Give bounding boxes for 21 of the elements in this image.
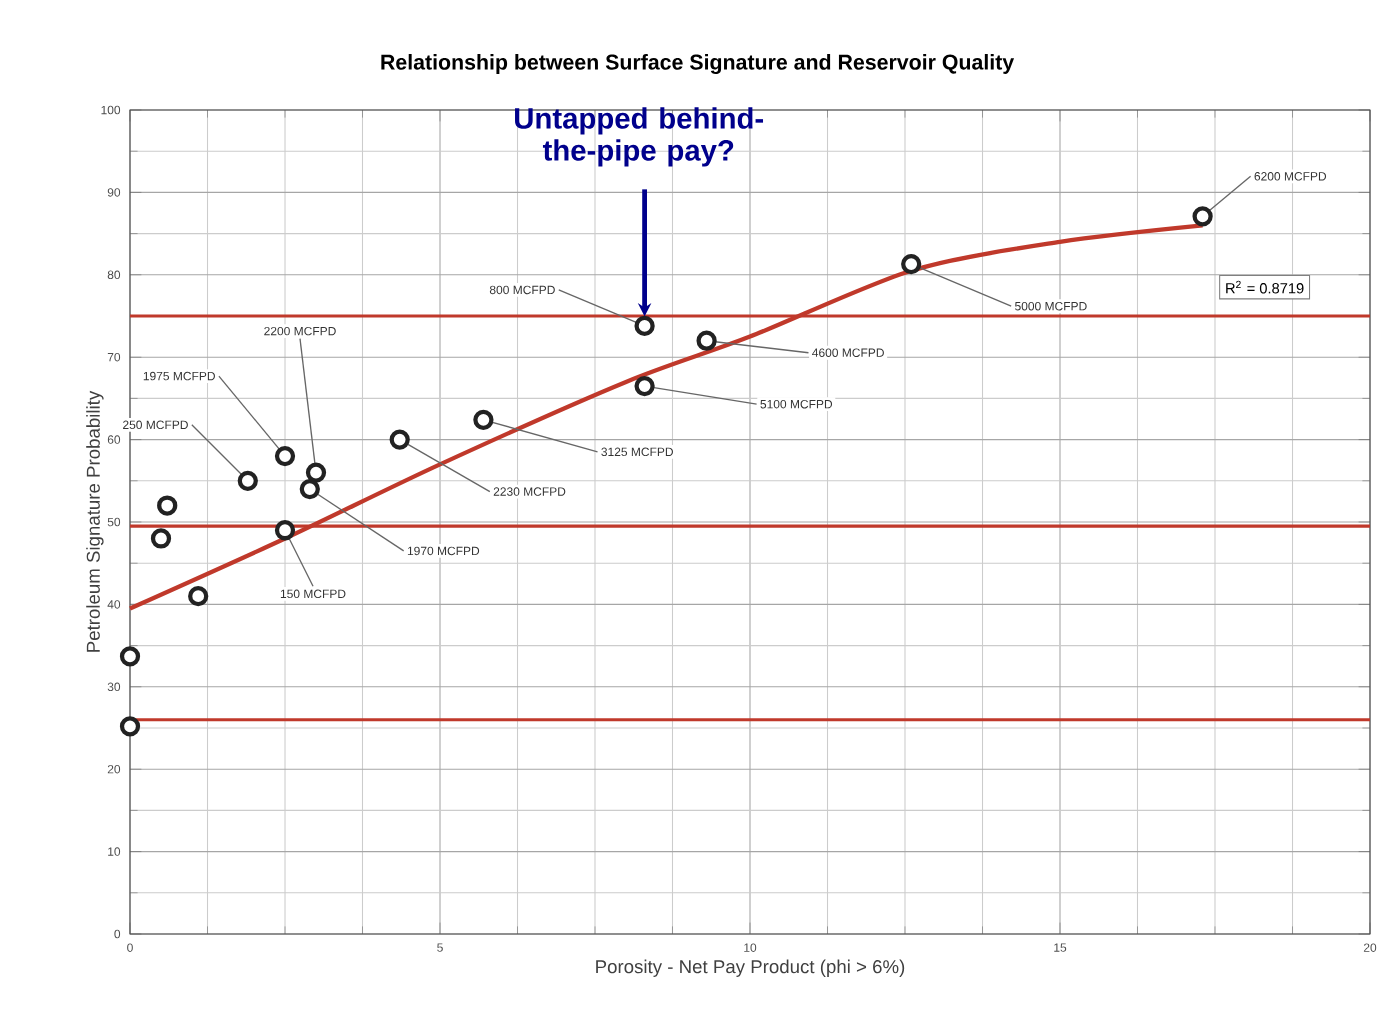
point — [305, 462, 327, 483]
point — [901, 253, 922, 275]
point — [1192, 206, 1213, 227]
annotation: Untapped behind-the-pipe pay? — [515, 107, 764, 167]
point — [634, 315, 655, 337]
point — [157, 495, 178, 516]
y-axis-title: Petroleum Signature Probability — [86, 390, 104, 652]
point — [299, 478, 320, 500]
point — [237, 470, 258, 491]
chart-title: Relationship between Surface Signature and Reservoir Quality — [381, 54, 1015, 74]
point — [150, 528, 172, 549]
point — [274, 520, 296, 541]
x-axis-title: Porosity - Net Pay Product (phi > 6%) — [596, 959, 905, 977]
point — [634, 375, 655, 397]
point — [473, 409, 494, 430]
point — [188, 586, 209, 607]
point — [274, 445, 296, 467]
point — [119, 646, 141, 667]
point — [696, 330, 717, 351]
point — [389, 429, 410, 450]
point — [119, 716, 141, 737]
